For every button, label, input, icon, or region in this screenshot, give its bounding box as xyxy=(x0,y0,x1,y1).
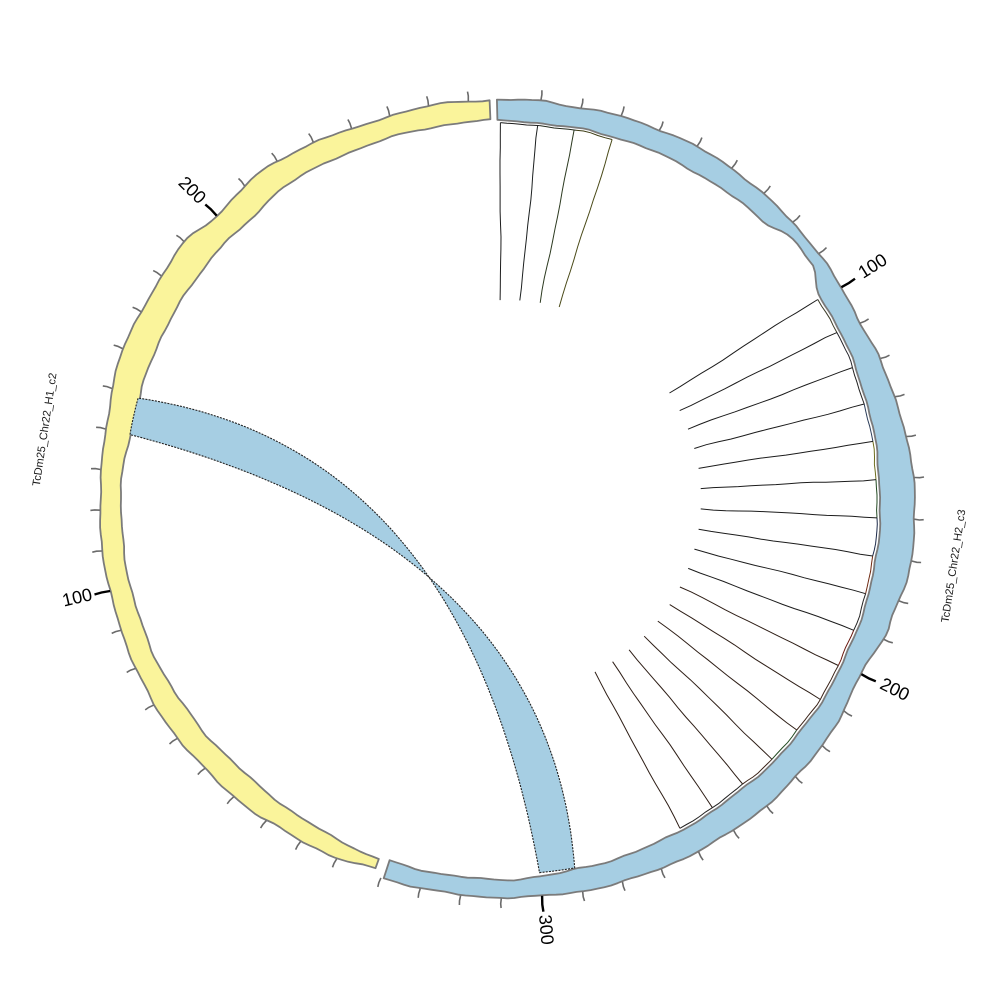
svg-text:300: 300 xyxy=(535,914,558,946)
